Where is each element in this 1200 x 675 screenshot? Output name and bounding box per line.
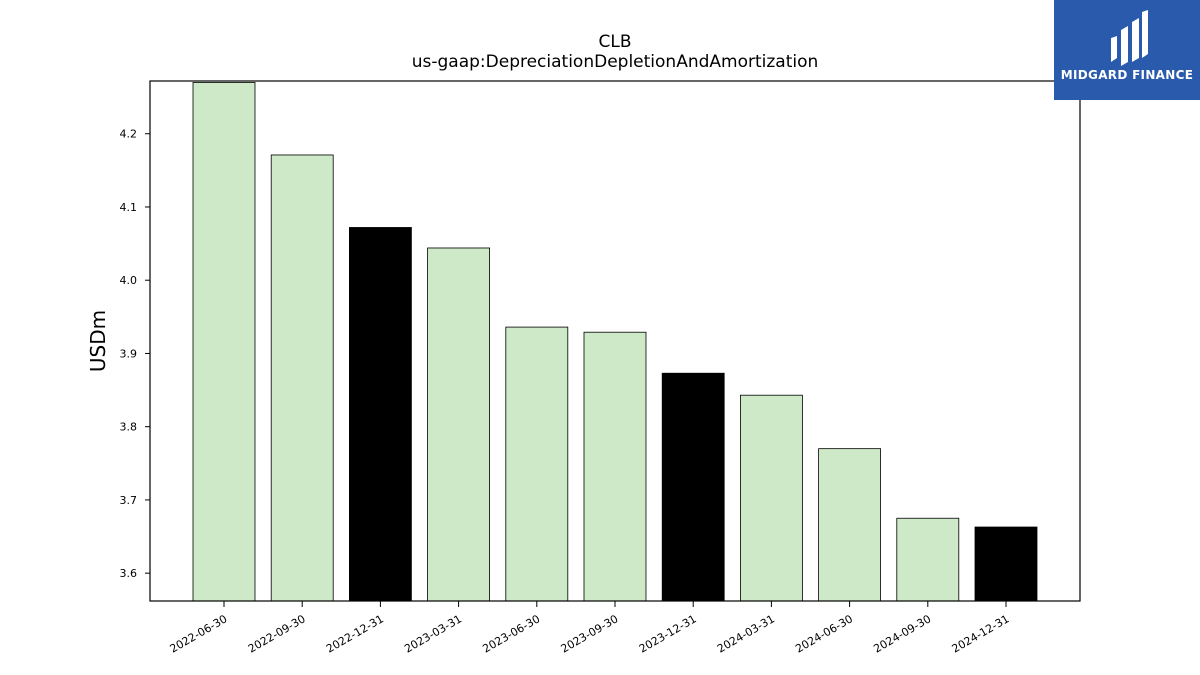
brand-logo: MIDGARD FINANCE — [1054, 0, 1200, 100]
y-tick-label: 3.8 — [120, 421, 138, 434]
chart-subtitle: us-gaap:DepreciationDepletionAndAmortiza… — [411, 52, 819, 72]
bar-2024-12-31 — [974, 526, 1038, 602]
bar-2023-12-31 — [661, 372, 725, 602]
bars-group — [192, 82, 1038, 602]
chart-title: CLB — [598, 32, 632, 52]
logo-text: MIDGARD FINANCE — [1060, 68, 1194, 82]
y-tick-label: 4.1 — [120, 201, 138, 214]
x-tick-label: 2024-06-30 — [793, 612, 855, 655]
x-tick-label: 2022-12-31 — [324, 612, 386, 655]
x-tick-label: 2022-09-30 — [246, 612, 308, 655]
x-tick-label: 2023-09-30 — [559, 612, 621, 655]
y-tick-label: 4.2 — [120, 128, 138, 141]
bar-2024-06-30 — [818, 448, 881, 602]
bar-2022-12-31 — [348, 227, 412, 602]
y-axis-label: USDm — [86, 310, 110, 372]
x-axis: 2022-06-30 2022-09-30 2022-12-31 2023-03-31… — [168, 601, 1012, 656]
x-tick-label: 2024-09-30 — [871, 612, 933, 655]
bar-2023-03-31 — [427, 247, 491, 602]
logo-mark-icon — [1111, 10, 1148, 66]
bar-2023-09-30 — [583, 331, 647, 602]
x-tick-label: 2024-03-31 — [715, 612, 777, 655]
y-tick-label: 3.6 — [120, 567, 138, 580]
bar-2022-06-30 — [192, 82, 256, 602]
x-tick-label: 2022-06-30 — [168, 612, 230, 655]
bar-2023-06-30 — [505, 326, 569, 602]
x-tick-label: 2024-12-31 — [950, 612, 1012, 655]
bar-2024-09-30 — [896, 517, 960, 602]
x-tick-label: 2023-12-31 — [637, 612, 699, 655]
y-tick-label: 3.9 — [120, 347, 138, 360]
bar-2024-03-31 — [740, 394, 803, 602]
x-tick-label: 2023-03-31 — [402, 612, 464, 655]
y-tick-label: 4.0 — [120, 274, 138, 287]
y-axis: 3.6 3.7 3.8 3.9 4.0 4.1 4.2 — [120, 128, 150, 580]
y-tick-label: 3.7 — [120, 494, 138, 507]
x-tick-label: 2023-06-30 — [480, 612, 542, 655]
bar-2022-09-30 — [270, 154, 334, 602]
